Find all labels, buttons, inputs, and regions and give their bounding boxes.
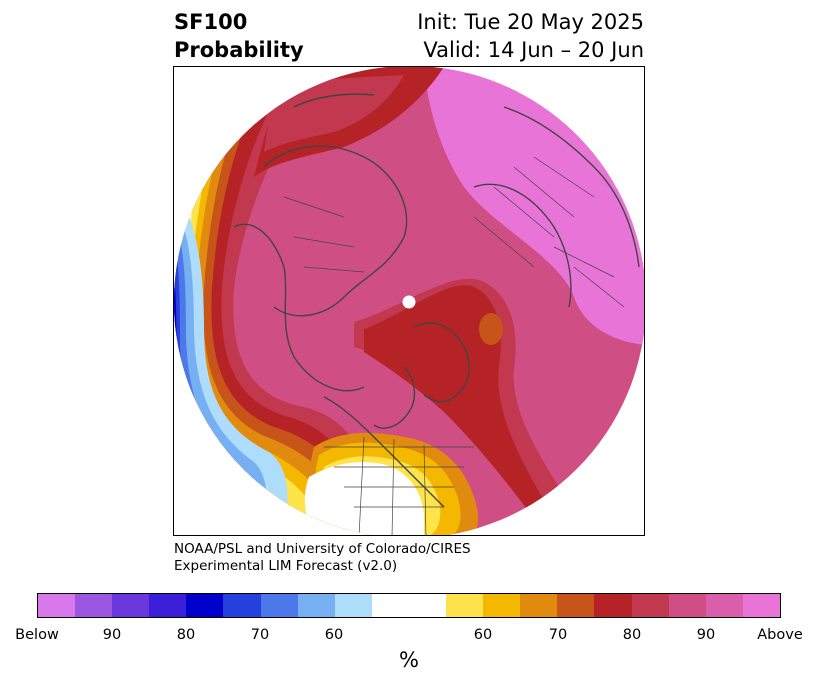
colorbar-tick-label: 70 [548, 627, 568, 643]
colorbar-swatch [631, 594, 669, 617]
colorbar-tick-label: 80 [622, 627, 642, 643]
shade-neutral-continent [304, 462, 424, 535]
colorbar-tick-label: 90 [696, 627, 716, 643]
colorbar [37, 593, 781, 618]
north-pole-dot [402, 295, 416, 309]
colorbar-swatch [112, 594, 150, 617]
colorbar-swatch [557, 594, 595, 617]
shade-above-70-spot [479, 313, 503, 345]
credit-block: NOAA/PSL and University of Colorado/CIRE… [174, 541, 471, 575]
colorbar-swatch [38, 594, 76, 617]
political-borders [283, 156, 625, 535]
credit-line-2: Experimental LIM Forecast (v2.0) [174, 558, 398, 574]
colorbar-swatch [742, 594, 780, 617]
colorbar-swatch [520, 594, 558, 617]
map-panel [173, 66, 645, 536]
colorbar-swatch [594, 594, 632, 617]
colorbar-swatch [223, 594, 261, 617]
colorbar-tick-label: 60 [324, 627, 344, 643]
colorbar-unit: % [399, 648, 419, 672]
colorbar-swatch [75, 594, 113, 617]
colorbar-swatch [334, 594, 372, 617]
init-date: Init: Tue 20 May 2025 [417, 10, 644, 34]
colorbar-swatch [297, 594, 335, 617]
valid-date: Valid: 14 Jun – 20 Jun [423, 38, 644, 62]
colorbar-tick-label: 60 [473, 627, 493, 643]
colorbar-tick-label: 90 [102, 627, 122, 643]
credit-line-1: NOAA/PSL and University of Colorado/CIRE… [174, 541, 471, 557]
colorbar-swatch [149, 594, 187, 617]
title-line-2: Probability [174, 38, 304, 62]
colorbar-tick-label: Above [757, 627, 803, 643]
colorbar-swatch [260, 594, 298, 617]
map-title: SF100 Probability [174, 8, 304, 64]
colorbar-tick-label: Below [15, 627, 59, 643]
forecast-dates: Init: Tue 20 May 2025 Valid: 14 Jun – 20… [417, 8, 644, 64]
colorbar-swatch [483, 594, 521, 617]
colorbar-tick-label: 70 [250, 627, 270, 643]
probability-field [174, 67, 644, 535]
colorbar-swatch [705, 594, 743, 617]
colorbar-swatch [668, 594, 706, 617]
colorbar-swatch [371, 594, 447, 617]
coastlines [233, 93, 640, 508]
colorbar-swatch [446, 594, 484, 617]
title-line-1: SF100 [174, 10, 248, 34]
colorbar-swatch [186, 594, 224, 617]
probability-map [174, 67, 644, 535]
colorbar-tick-label: 80 [176, 627, 196, 643]
